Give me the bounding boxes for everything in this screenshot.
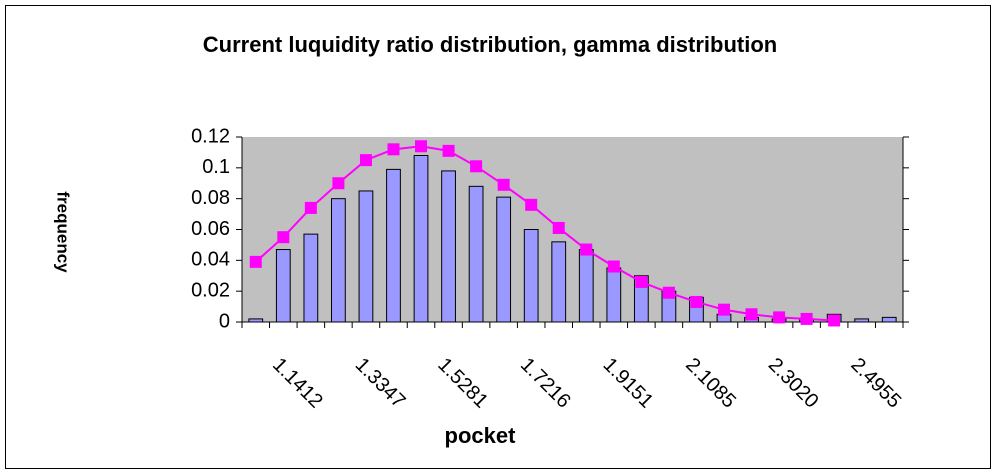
marker <box>387 143 400 156</box>
bar <box>496 196 512 323</box>
marker <box>442 144 455 157</box>
marker <box>525 198 538 211</box>
bar <box>413 155 429 323</box>
x-axis-title: pocket <box>445 423 517 448</box>
bar <box>386 168 401 323</box>
y-axis-title: frequency <box>54 191 73 273</box>
plot-area <box>242 137 903 322</box>
marker <box>690 295 703 308</box>
marker <box>800 312 813 325</box>
y-tick-label: 0.04 <box>191 249 230 271</box>
marker <box>249 255 262 268</box>
y-tick-label: 0.1 <box>202 156 230 178</box>
chart-title: Current luquidity ratio distribution, ga… <box>202 32 778 57</box>
x-tick-label: 2.3020 <box>764 354 823 413</box>
bar <box>358 190 374 323</box>
bar <box>523 229 539 323</box>
marker <box>552 221 565 234</box>
x-tick-label: 1.3347 <box>351 354 410 413</box>
marker <box>359 154 372 167</box>
marker <box>497 178 510 191</box>
x-tick-label: 2.1085 <box>681 354 740 413</box>
bar <box>303 233 319 323</box>
bar <box>606 267 622 323</box>
marker <box>332 177 345 190</box>
marker <box>662 286 675 299</box>
y-tick-label: 0.12 <box>191 125 230 147</box>
y-tick-label: 0 <box>219 310 230 332</box>
marker <box>415 140 428 153</box>
marker <box>470 160 483 173</box>
marker <box>773 311 786 324</box>
x-tick-label: 1.7216 <box>516 354 575 413</box>
y-tick-label: 0.08 <box>191 187 230 209</box>
bar <box>275 249 291 323</box>
marker <box>277 231 290 244</box>
marker <box>828 314 841 327</box>
line <box>255 145 835 322</box>
bar <box>578 249 594 323</box>
marker <box>635 275 648 288</box>
x-tick-label: 2.4955 <box>846 354 905 413</box>
marker <box>745 308 758 321</box>
x-tick-label: 1.9151 <box>599 354 658 413</box>
marker <box>717 303 730 316</box>
bar <box>331 198 346 323</box>
marker <box>607 260 620 273</box>
bar <box>854 318 870 323</box>
x-tick-label: 1.1412 <box>268 354 327 413</box>
bar <box>441 170 456 323</box>
x-tick-label: 1.5281 <box>433 354 492 413</box>
bar <box>248 318 264 323</box>
bar <box>881 316 897 323</box>
bar <box>468 185 484 323</box>
y-tick-label: 0.02 <box>191 279 230 301</box>
marker <box>304 201 317 214</box>
bar <box>551 241 567 323</box>
marker <box>580 243 593 256</box>
chart-frame <box>5 5 991 469</box>
y-tick-label: 0.06 <box>191 218 230 240</box>
